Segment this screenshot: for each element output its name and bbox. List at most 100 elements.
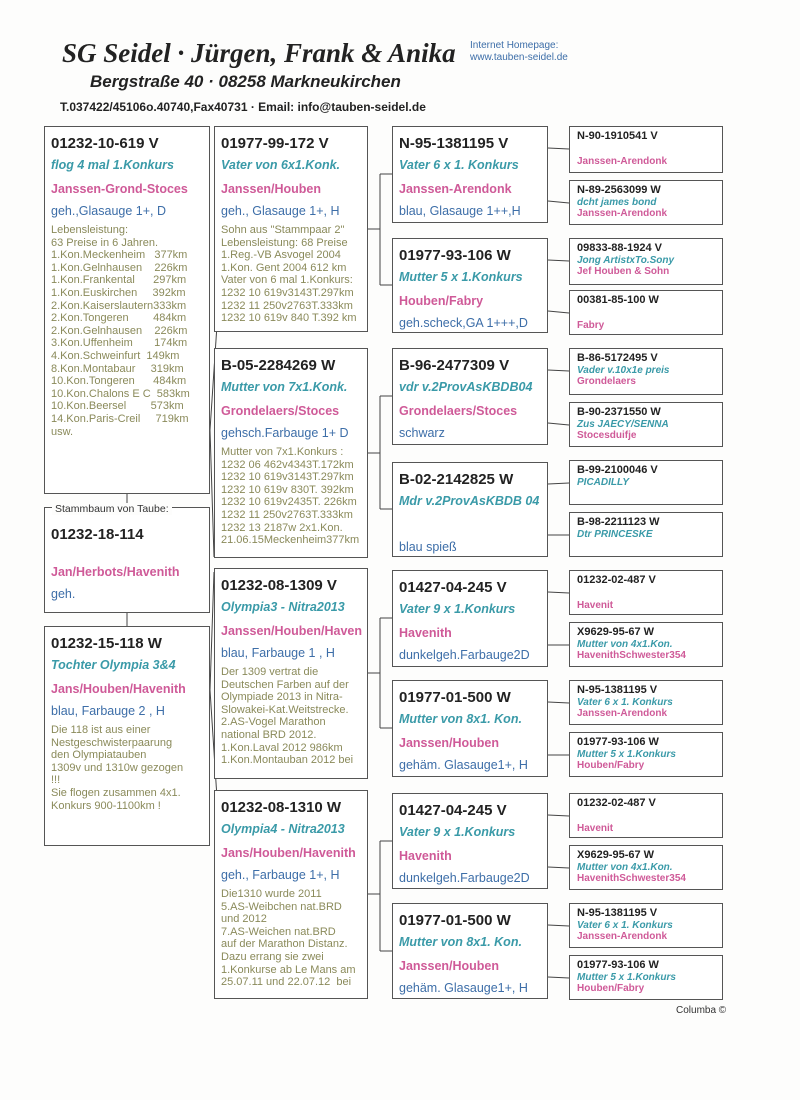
breed-line: Janssen/Houben/Haven: [221, 624, 363, 638]
breed-line: Havenit: [577, 823, 614, 834]
breed-line: Jans/Houben/Havenith: [51, 682, 186, 696]
pigeon-box: 01977-99-172 V Vater von 6x1.Konk. Janssen…: [214, 126, 368, 332]
pigeon-note: [577, 589, 715, 600]
pigeon-box: 01232-15-118 W Tochter Olympia 3&4 Jans/Ho…: [44, 626, 210, 846]
pigeon-note: Tochter Olympia 3&4: [51, 658, 176, 672]
ring-id: B-90-2371550 W: [577, 406, 661, 418]
ring-id: 00381-85-100 W: [577, 294, 659, 306]
ring-id: 01977-99-172 V: [221, 135, 329, 152]
breed-line: Houben/Fabry: [577, 760, 645, 771]
performance-info: Der 1309 vertrat die Deutschen Farben au…: [221, 666, 354, 767]
color-line: blau spieß: [399, 540, 457, 554]
ring-id: B-05-2284269 W: [221, 357, 336, 374]
ring-id: 01427-04-245 V: [399, 802, 507, 819]
breed-line: Janssen-Arendonk: [577, 156, 668, 167]
pigeon-box: 01232-08-1309 V Olympia3 - Nitra2013 Janss…: [214, 568, 368, 779]
ancestor-box: N-90-1910541 V Janssen-Arendonk: [569, 126, 723, 173]
pigeon-note: Mutter 5 x 1.Konkurs: [399, 270, 523, 284]
connector-line: [547, 259, 570, 262]
pigeon-box: N-95-1381195 V Vater 6 x 1. Konkurs Jansse…: [392, 126, 548, 223]
connector-line: [547, 924, 570, 927]
breed-line: Janssen-Arendonk: [577, 708, 668, 719]
breed-line: Janssen/Houben: [399, 959, 500, 973]
pigeon-note: flog 4 mal 1.Konkurs: [51, 158, 174, 172]
connector-line: [209, 429, 215, 558]
breed-line: Grondelaers/Stoces: [399, 404, 518, 418]
ancestor-box: N-95-1381195 V Vater 6 x 1. Konkurs Jansse…: [569, 680, 723, 725]
color-line: gehäm. Glasauge1+, H: [399, 981, 528, 995]
breed-line: Grondelaers/Stoces: [221, 404, 340, 418]
pigeon-note: Mutter von 8x1. Kon.: [399, 935, 522, 949]
connector-line: [547, 976, 570, 979]
ancestor-box: B-98-2211123 W Dtr PRINCESKE: [569, 512, 723, 557]
pigeon-note: Vater 6 x 1. Konkurs: [577, 920, 673, 931]
pigeon-note: Mutter von 4x1.Kon.: [577, 639, 673, 650]
pigeon-note: Olympia3 - Nitra2013: [221, 600, 345, 614]
ring-id: N-95-1381195 V: [399, 135, 509, 152]
color-line: dunkelgeh.Farbauge2D: [399, 871, 530, 885]
ring-id: 01232-08-1309 V: [221, 577, 337, 594]
pigeon-note: Mutter 5 x 1.Konkurs: [577, 749, 676, 760]
pigeon-note: [577, 309, 715, 320]
ancestor-box: 09833-88-1924 V Jong ArtistxTo.Sony Jef Ho…: [569, 238, 723, 285]
ring-id: 01232-15-118 W: [51, 635, 162, 652]
subject-breed: Jan/Herbots/Havenith: [51, 565, 180, 579]
pigeon-note: Mutter von 8x1. Kon.: [399, 712, 522, 726]
pigeon-note: dcht james bond: [577, 197, 657, 208]
pigeon-note: Dtr PRINCESKE: [577, 529, 653, 540]
homepage-label: Internet Homepage:: [470, 40, 559, 51]
ancestor-box: X9629-95-67 W Mutter von 4x1.Kon. Havenith…: [569, 622, 723, 667]
breed-line: Havenit: [577, 600, 614, 611]
ancestor-box: N-95-1381195 V Vater 6 x 1. Konkurs Jansse…: [569, 903, 723, 948]
pigeon-box: 01232-10-619 V flog 4 mal 1.Konkurs Jansse…: [44, 126, 210, 494]
ancestor-box: B-99-2100046 V PICADILLY: [569, 460, 723, 505]
ring-id: 01977-93-106 W: [577, 959, 659, 971]
color-line: geh.scheck,GA 1+++,D: [399, 316, 528, 330]
breeder-contact: T.037422/45106o.40740,Fax40731 · Email: …: [60, 100, 426, 114]
color-line: geh., Glasauge 1+, H: [221, 204, 340, 218]
breed-line: Fabry: [577, 320, 605, 331]
performance-info: Sohn aus "Stammpaar 2" Lebensleistung: 6…: [221, 224, 357, 325]
breeder-address: Bergstraße 40 · 08258 Markneukirchen: [90, 72, 401, 91]
connector-line: [547, 369, 570, 372]
ring-id: 01977-01-500 W: [399, 912, 511, 929]
pigeon-note: Vater 9 x 1.Konkurs: [399, 602, 516, 616]
breed-line: Jans/Houben/Havenith: [221, 846, 356, 860]
breed-line: Havenith: [399, 849, 452, 863]
ring-id: 01232-02-487 V: [577, 797, 656, 809]
pigeon-note: Mutter von 4x1.Kon.: [577, 862, 673, 873]
breed-line: Stocesduifje: [577, 430, 637, 441]
ancestor-box: B-86-5172495 V Vader v.10x1e preis Grondel…: [569, 348, 723, 395]
ring-id: B-99-2100046 V: [577, 464, 658, 476]
ancestor-box: 01977-93-106 W Mutter 5 x 1.Konkurs Houben…: [569, 732, 723, 777]
ring-id: 01232-08-1310 W: [221, 799, 342, 816]
performance-info: Mutter von 7x1.Konkurs : 1232 06 462v434…: [221, 446, 360, 547]
ancestor-box: B-90-2371550 W Zus JAECY/SENNA Stocesduifj…: [569, 402, 723, 447]
color-line: blau, Farbauge 2 , H: [51, 704, 165, 718]
ring-id: N-90-1910541 V: [577, 130, 658, 142]
breed-line: Janssen/Houben: [221, 182, 322, 196]
pigeon-box: B-05-2284269 W Mutter von 7x1.Konk. Gronde…: [214, 348, 368, 558]
color-line: geh., Farbauge 1+, H: [221, 868, 340, 882]
ring-id: B-02-2142825 W: [399, 471, 514, 488]
pigeon-note: Vater 9 x 1.Konkurs: [399, 825, 516, 839]
breed-line: Janssen-Arendonk: [399, 182, 512, 196]
ring-id: X9629-95-67 W: [577, 626, 655, 638]
connector-line: [547, 866, 570, 869]
pigeon-box: 01977-01-500 W Mutter von 8x1. Kon. Jansse…: [392, 680, 548, 777]
breed-line: Janssen-Arendonk: [577, 931, 668, 942]
pigeon-note: Vader v.10x1e preis: [577, 365, 670, 376]
performance-info: Die 118 ist aus einer Nestgeschwisterpaa…: [51, 724, 184, 812]
homepage-url[interactable]: www.tauben-seidel.de: [470, 52, 568, 63]
connector-line: [547, 200, 570, 204]
connector-line: [547, 482, 570, 485]
pigeon-note: Mutter 5 x 1.Konkurs: [577, 972, 676, 983]
connector-line: [547, 422, 570, 426]
connector-line: [547, 310, 570, 314]
color-line: geh.,Glasauge 1+, D: [51, 204, 167, 218]
pigeon-note: Vater 6 x 1. Konkurs: [399, 158, 519, 172]
ring-id: X9629-95-67 W: [577, 849, 655, 861]
ring-id: 01977-93-106 W: [399, 247, 511, 264]
